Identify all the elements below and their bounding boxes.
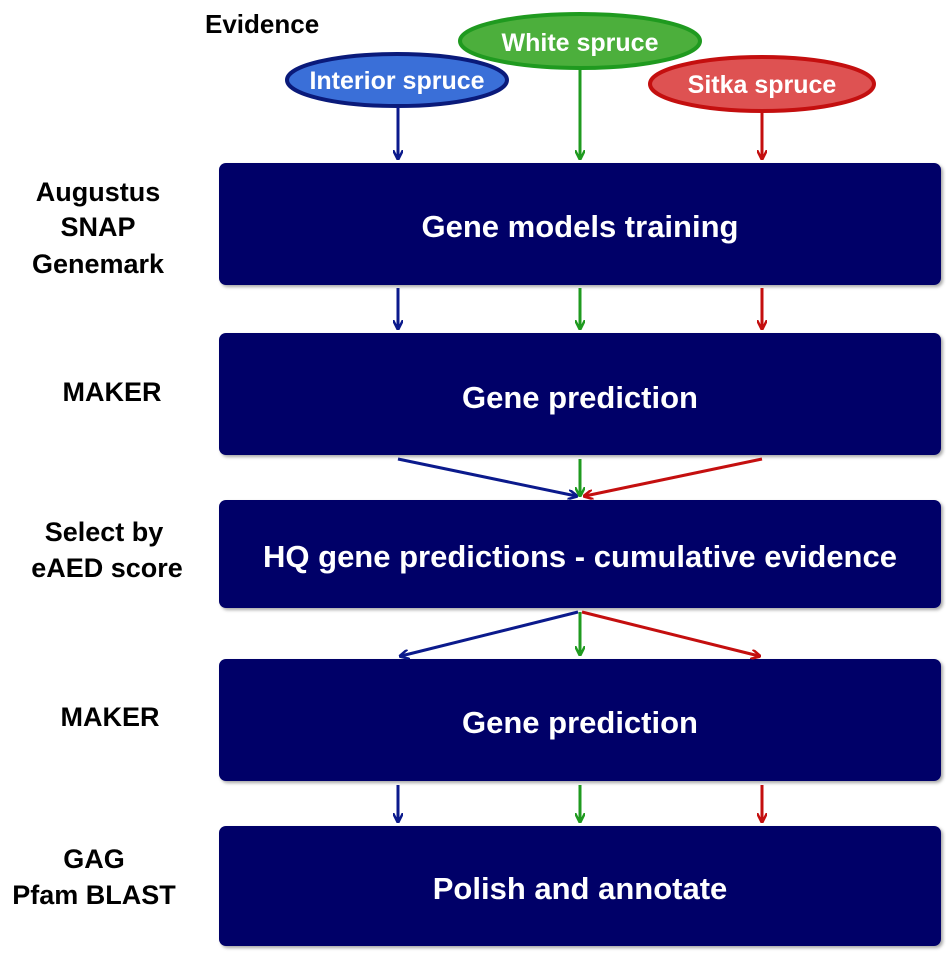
evidence-label: Evidence (205, 9, 319, 39)
tool-line: Genemark (32, 249, 165, 279)
step-box-label: Gene prediction (462, 705, 698, 740)
tool-label-3: Select by eAED score (31, 517, 183, 583)
tool-label-5: GAG Pfam BLAST (12, 844, 176, 910)
tool-line: SNAP (60, 212, 135, 242)
tool-line: MAKER (63, 377, 162, 407)
source-label: White spruce (502, 29, 659, 57)
arrow-sitka-prediction-to-hq (585, 457, 763, 496)
step-box-rect (219, 500, 941, 608)
tool-label-1: Augustus SNAP Genemark (32, 177, 165, 279)
step-box-4: Gene prediction (219, 659, 941, 781)
tool-line: eAED score (31, 553, 183, 583)
tool-line: Select by (45, 517, 164, 547)
tool-line: Augustus (36, 177, 161, 207)
source-ellipse (285, 52, 509, 108)
step-box-1: Gene models training (219, 163, 941, 285)
step-box-label: Gene prediction (462, 380, 698, 415)
tool-line: Pfam BLAST (12, 880, 176, 910)
tool-label-2: MAKER (63, 377, 162, 407)
source-white-spruce: White spruce (458, 12, 702, 70)
arrow-interior-prediction-to-hq (397, 457, 576, 496)
step-box-rect (219, 826, 941, 946)
step-box-rect (219, 163, 941, 285)
step-box-label: HQ gene predictions - cumulative evidenc… (263, 539, 897, 574)
source-ellipse (648, 55, 876, 113)
source-ellipse (458, 12, 702, 70)
step-box-rect (219, 659, 941, 781)
step-box-5: Polish and annotate (219, 826, 941, 946)
source-label: Interior spruce (309, 67, 484, 95)
source-label: Sitka spruce (688, 71, 837, 99)
tool-line: MAKER (61, 702, 160, 732)
step-box-label: Gene models training (422, 209, 739, 244)
tool-line: GAG (63, 844, 125, 874)
arrow-sitka-hq-to-prediction (581, 610, 759, 656)
source-sitka-spruce: Sitka spruce (648, 55, 876, 113)
step-box-label: Polish and annotate (433, 871, 728, 906)
tool-label-4: MAKER (61, 702, 160, 732)
source-interior-spruce: Interior spruce (285, 52, 509, 108)
step-box-3: HQ gene predictions - cumulative evidenc… (219, 500, 941, 608)
step-box-2: Gene prediction (219, 333, 941, 455)
arrow-interior-hq-to-prediction (401, 610, 579, 656)
step-box-rect (219, 333, 941, 455)
